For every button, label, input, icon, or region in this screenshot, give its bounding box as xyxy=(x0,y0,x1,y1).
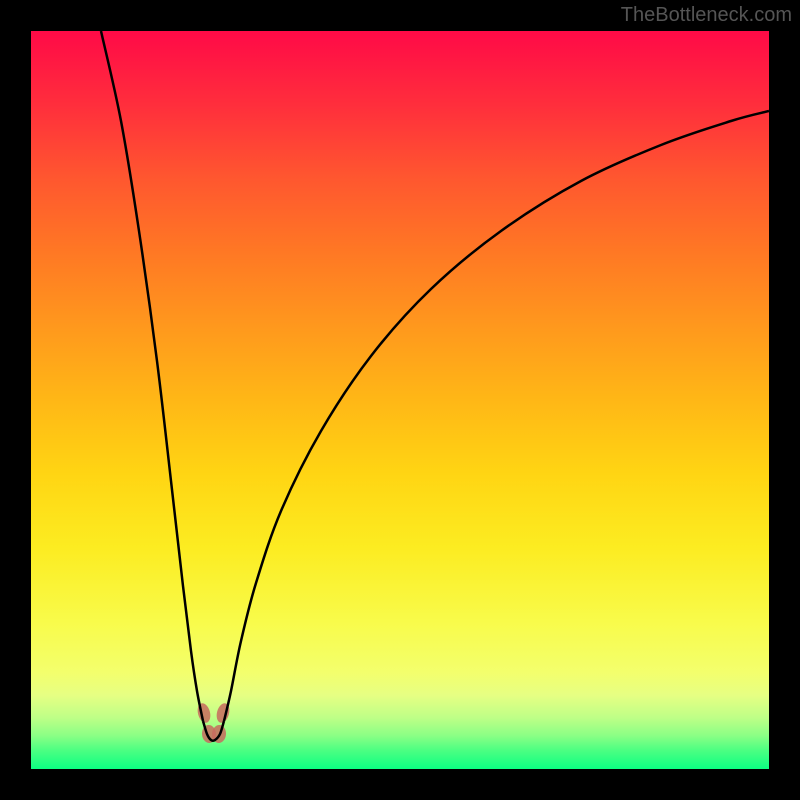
watermark-text: TheBottleneck.com xyxy=(621,4,792,27)
curve-layer xyxy=(31,31,769,769)
left-curve-branch xyxy=(101,31,203,721)
right-curve-branch xyxy=(224,111,769,721)
chart-container: TheBottleneck.com xyxy=(0,0,800,800)
plot-area xyxy=(31,31,769,769)
